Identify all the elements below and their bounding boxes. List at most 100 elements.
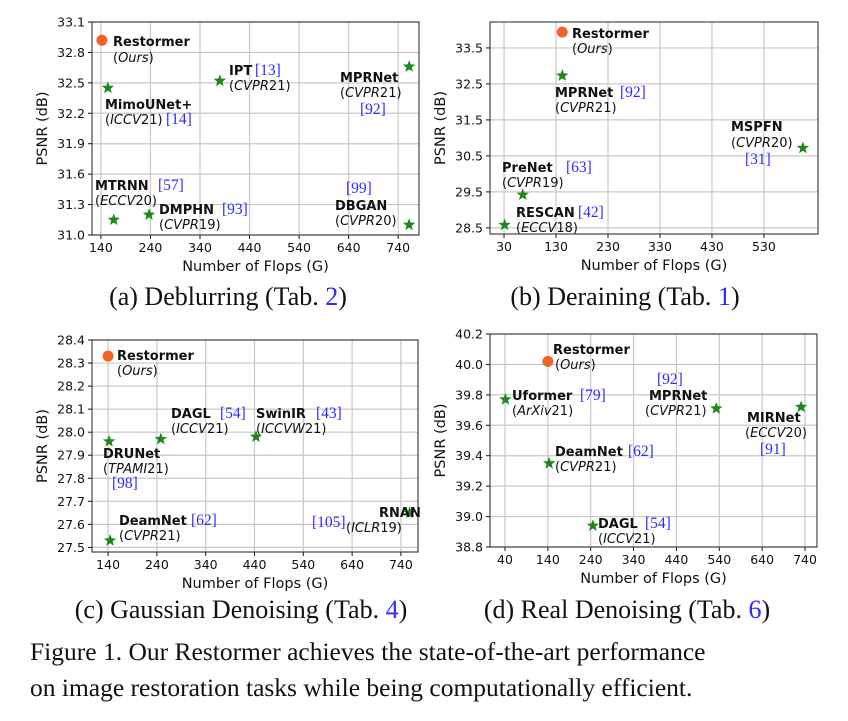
x-tick-label: 140 xyxy=(96,557,120,572)
y-tick-label: 33.1 xyxy=(57,15,85,30)
data-point-mspfn xyxy=(796,141,810,154)
y-tick-label: 27.8 xyxy=(57,471,85,486)
point-label-ref: [13] xyxy=(255,62,281,79)
y-tick-label: 32.5 xyxy=(57,75,85,90)
point-label-venue: (Ours) xyxy=(555,358,596,373)
venue-part: ArXiv xyxy=(516,404,552,419)
y-tick-label: 33.5 xyxy=(455,40,483,55)
venue-part: 21) xyxy=(595,101,617,116)
x-tick-label: 240 xyxy=(579,552,603,567)
point-label-venue: (ICLR19) xyxy=(346,521,402,536)
x-axis-label: Number of Flops (G) xyxy=(182,259,329,275)
point-label-ref: [92] xyxy=(657,371,683,388)
y-tick-label: 31.0 xyxy=(57,228,85,243)
x-tick-label: 440 xyxy=(243,557,267,572)
venue-part: Ours xyxy=(122,364,153,379)
y-tick-label: 39.8 xyxy=(455,387,483,402)
point-label-name: RNAN xyxy=(379,506,421,521)
point-label-name: MTRNN xyxy=(95,179,149,194)
venue-part: CVPR xyxy=(650,404,685,419)
venue-part: ( xyxy=(502,176,507,191)
venue-part: ( xyxy=(555,358,560,373)
y-tick-label: 39.0 xyxy=(455,509,483,524)
y-tick-label: 28.3 xyxy=(57,356,85,371)
caption-text: (a) Deblurring (Tab. xyxy=(109,282,325,311)
point-label-name: IPT xyxy=(229,64,252,79)
data-point-mtrnn xyxy=(107,213,120,225)
venue-part: ( xyxy=(113,51,118,66)
data-point-mprnet xyxy=(402,60,416,72)
subfigure-caption: (c) Gaussian Denoising (Tab. 4) xyxy=(75,595,408,624)
point-label-name: DeamNet xyxy=(555,445,623,460)
venue-part: ( xyxy=(555,460,560,475)
venue-part: 21) xyxy=(147,462,169,477)
venue-part: ( xyxy=(555,101,560,116)
venue-part: 21) xyxy=(141,113,163,128)
point-label-venue: (Ours) xyxy=(572,42,613,57)
point-label-name: RESCAN xyxy=(516,206,575,221)
point-label-name: SwinIR xyxy=(256,407,306,422)
chart-panel-a: 140 240 340 440 540 640 740 31.0 31.3 31.6 31.9 32.… xyxy=(35,15,420,311)
data-point-rnan xyxy=(403,506,416,519)
caption-table-ref: 1 xyxy=(718,282,731,311)
data-point-mprnet xyxy=(710,402,723,414)
point-label-ref: [57] xyxy=(158,177,184,194)
point-label-name: Uformer xyxy=(512,389,573,404)
venue-part: ( xyxy=(171,422,176,437)
y-tick-label: 31.6 xyxy=(57,167,85,182)
point-label-name: MimoUNet+ xyxy=(105,98,192,113)
venue-part: 20) xyxy=(375,214,397,229)
y-tick-label: 28.5 xyxy=(455,220,483,235)
point-label-venue: (CVPR19) xyxy=(502,176,564,191)
venue-part: ( xyxy=(745,426,750,441)
x-tick-label: 440 xyxy=(238,240,262,255)
venue-part: 19) xyxy=(380,521,402,536)
point-label-venue: (ICCV21) xyxy=(598,532,656,547)
point-label-venue: (ECCV20) xyxy=(95,194,157,209)
point-label-ref: [93] xyxy=(222,201,248,218)
point-label-venue: (Ours) xyxy=(113,51,154,66)
data-point-restormer xyxy=(102,350,114,362)
x-tick-label: 440 xyxy=(664,552,688,567)
y-tick-label: 39.2 xyxy=(455,479,483,494)
venue-part: ) xyxy=(608,42,613,57)
point-label-ref: [79] xyxy=(580,387,606,404)
point-label-name: MPRNet xyxy=(649,389,707,404)
venue-part: ( xyxy=(119,529,124,544)
point-label-venue: (CVPR20) xyxy=(335,214,397,229)
caption-text: (c) Gaussian Denoising (Tab. xyxy=(75,595,386,624)
x-tick-label: 130 xyxy=(544,239,568,254)
point-label-ref: [63] xyxy=(566,159,592,176)
venue-part: 20) xyxy=(135,194,157,209)
x-tick-label: 540 xyxy=(287,240,311,255)
x-tick-label: 640 xyxy=(340,557,364,572)
point-label-venue: (ECCV20) xyxy=(745,426,807,441)
venue-part: ( xyxy=(117,364,122,379)
point-label-ref: [105] xyxy=(312,514,346,531)
venue-part: ) xyxy=(591,358,596,373)
data-point-restormer xyxy=(556,26,568,38)
x-tick-label: 140 xyxy=(536,552,560,567)
venue-part: ICLR xyxy=(351,521,380,536)
data-point-dagl xyxy=(586,519,599,531)
venue-part: ( xyxy=(105,113,110,128)
y-tick-label: 31.9 xyxy=(57,136,85,151)
point-label-name: DeamNet xyxy=(119,514,187,529)
subfigure-caption: (b) Deraining (Tab. 1) xyxy=(510,282,739,311)
plot-frame xyxy=(489,333,818,548)
data-point-mprnet xyxy=(556,69,569,81)
point-label-name: DMPHN xyxy=(159,203,214,218)
point-label-ref: [54] xyxy=(220,405,246,422)
data-point-restormer xyxy=(542,355,554,367)
plot-frame xyxy=(91,339,419,553)
data-point-deamnet xyxy=(103,534,117,546)
data-point-rescan xyxy=(498,218,511,231)
y-tick-label: 31.3 xyxy=(57,197,85,212)
y-tick-label: 32.5 xyxy=(455,76,483,91)
x-tick-label: 740 xyxy=(389,557,413,572)
x-tick-label: 340 xyxy=(188,240,212,255)
point-label-venue: (CVPR21) xyxy=(340,86,402,101)
point-label-name: MPRNet xyxy=(340,71,398,86)
y-tick-label: 40.2 xyxy=(455,327,483,342)
chart-panel-d: 40 140 240 340 440 540 640 740 38.8 39.0 39.2 39.4 3… xyxy=(433,327,818,624)
